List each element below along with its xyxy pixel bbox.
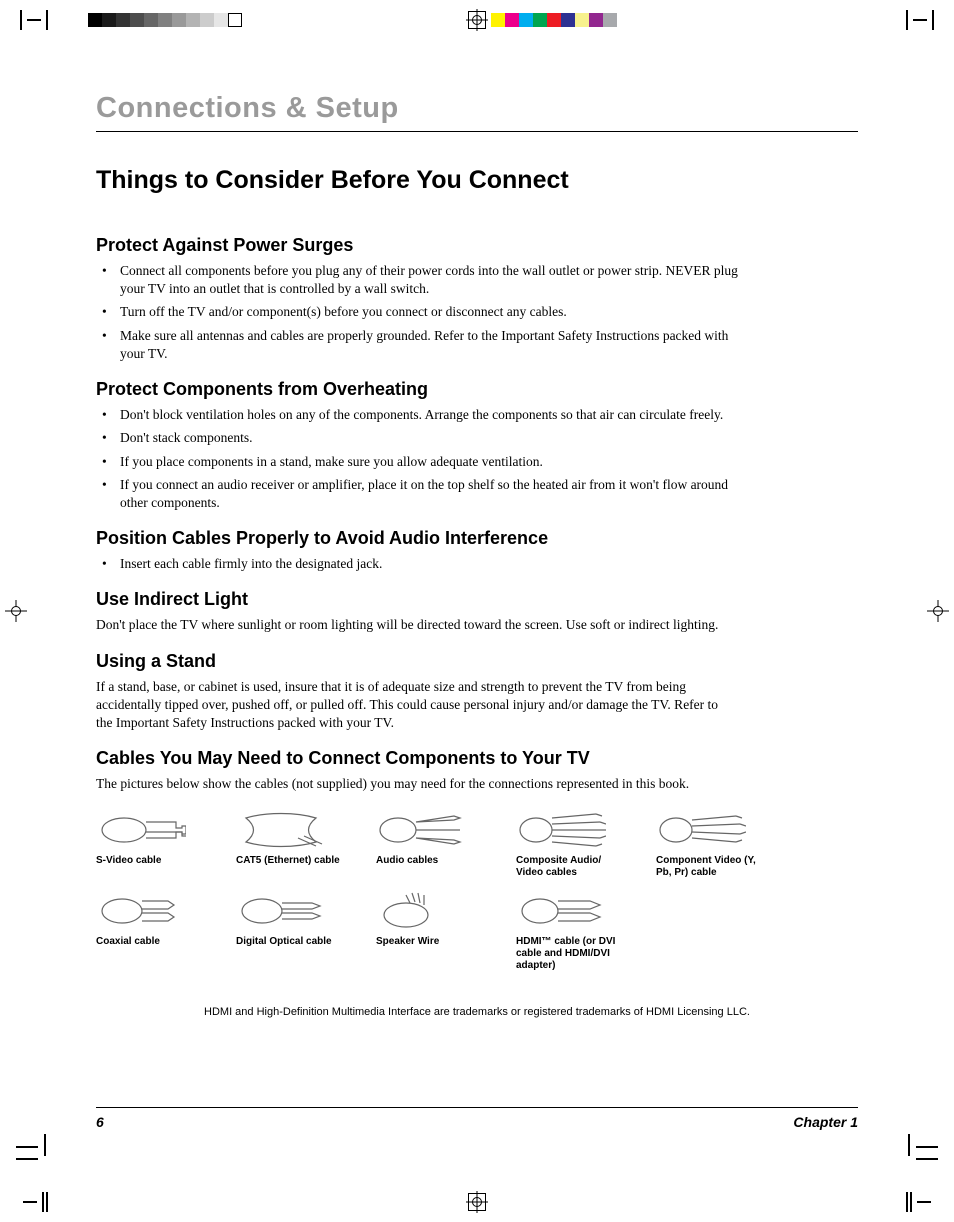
- section-heading-audio: Position Cables Properly to Avoid Audio …: [96, 528, 858, 549]
- cable-coaxial: Coaxial cable: [96, 889, 206, 972]
- chapter-label: Chapter 1: [793, 1114, 858, 1130]
- chapter-title: Connections & Setup: [96, 92, 858, 125]
- paragraph-light: Don't place the TV where sunlight or roo…: [96, 616, 736, 634]
- cable-icon: [236, 889, 326, 931]
- bullet-item: Connect all components before you plug a…: [120, 262, 756, 298]
- section-heading-light: Use Indirect Light: [96, 589, 858, 610]
- registration-target-icon: [468, 1193, 486, 1211]
- section-heading-surges: Protect Against Power Surges: [96, 235, 858, 256]
- paragraph-stand: If a stand, base, or cabinet is used, in…: [96, 678, 736, 733]
- section-heading-overheating: Protect Components from Overheating: [96, 379, 858, 400]
- paragraph-cables: The pictures below show the cables (not …: [96, 775, 736, 793]
- cable-icon: [96, 889, 186, 931]
- page-number: 6: [96, 1114, 104, 1130]
- page-content: Connections & Setup Things to Consider B…: [96, 92, 858, 1130]
- cable-icon: [376, 808, 466, 850]
- cable-label: Audio cables: [376, 855, 486, 867]
- cable-label: S-Video cable: [96, 855, 206, 867]
- trademark-note: HDMI and High-Definition Multimedia Inte…: [96, 1006, 858, 1018]
- cable-audio: Audio cables: [376, 808, 486, 879]
- bullet-item: If you connect an audio receiver or ampl…: [120, 476, 756, 512]
- cable-speaker: Speaker Wire: [376, 889, 486, 972]
- gray-strip: [88, 13, 242, 27]
- reg-lines-left: [20, 1192, 48, 1212]
- cable-composite: Composite Audio/ Video cables: [516, 808, 626, 879]
- bullet-list-overheating: Don't block ventilation holes on any of …: [96, 406, 756, 512]
- cable-label: Coaxial cable: [96, 936, 206, 948]
- section-heading-cables: Cables You May Need to Connect Component…: [96, 748, 858, 769]
- registration-bar-bottom: [0, 1192, 954, 1212]
- registration-target-icon: [468, 11, 486, 29]
- cable-hdmi: HDMI™ cable (or DVI cable and HDMI/DVI a…: [516, 889, 626, 972]
- cable-icon: [516, 889, 606, 931]
- corner-mark-br: [898, 1138, 938, 1178]
- registration-bar-top: [0, 10, 954, 30]
- cable-component: Component Video (Y, Pb, Pr) cable: [656, 808, 766, 879]
- cable-label: Digital Optical cable: [236, 936, 346, 948]
- main-heading: Things to Consider Before You Connect: [96, 166, 858, 195]
- bullet-item: Insert each cable firmly into the design…: [120, 555, 756, 573]
- divider: [96, 131, 858, 132]
- cable-icon: [516, 808, 606, 850]
- cable-svideo: S-Video cable: [96, 808, 206, 879]
- reg-lines-right: [906, 1192, 934, 1212]
- bullet-list-audio: Insert each cable firmly into the design…: [96, 555, 756, 573]
- cable-icon: [96, 808, 186, 850]
- cable-optical: Digital Optical cable: [236, 889, 346, 972]
- bullet-item: Make sure all antennas and cables are pr…: [120, 327, 756, 363]
- registration-target-right-icon: [930, 603, 946, 619]
- page-footer: 6 Chapter 1: [96, 1107, 858, 1130]
- bullet-item: If you place components in a stand, make…: [120, 453, 756, 471]
- cable-label: CAT5 (Ethernet) cable: [236, 855, 346, 867]
- cable-label: Speaker Wire: [376, 936, 486, 948]
- bullet-list-surges: Connect all components before you plug a…: [96, 262, 756, 363]
- color-strip: [491, 13, 617, 27]
- bullet-item: Don't stack components.: [120, 429, 756, 447]
- bullet-item: Don't block ventilation holes on any of …: [120, 406, 756, 424]
- cable-grid: S-Video cable CAT5 (Ethernet) cable Audi…: [96, 808, 796, 972]
- corner-mark-bl: [16, 1138, 56, 1178]
- cable-cat5: CAT5 (Ethernet) cable: [236, 808, 346, 879]
- bullet-item: Turn off the TV and/or component(s) befo…: [120, 303, 756, 321]
- reg-lines-left: [20, 10, 48, 30]
- cable-icon: [236, 808, 326, 850]
- cable-label: HDMI™ cable (or DVI cable and HDMI/DVI a…: [516, 936, 626, 972]
- cable-label: Component Video (Y, Pb, Pr) cable: [656, 855, 766, 879]
- section-heading-stand: Using a Stand: [96, 651, 858, 672]
- cable-icon: [376, 889, 466, 931]
- registration-target-left-icon: [8, 603, 24, 619]
- reg-lines-right: [906, 10, 934, 30]
- cable-icon: [656, 808, 746, 850]
- cable-label: Composite Audio/ Video cables: [516, 855, 626, 879]
